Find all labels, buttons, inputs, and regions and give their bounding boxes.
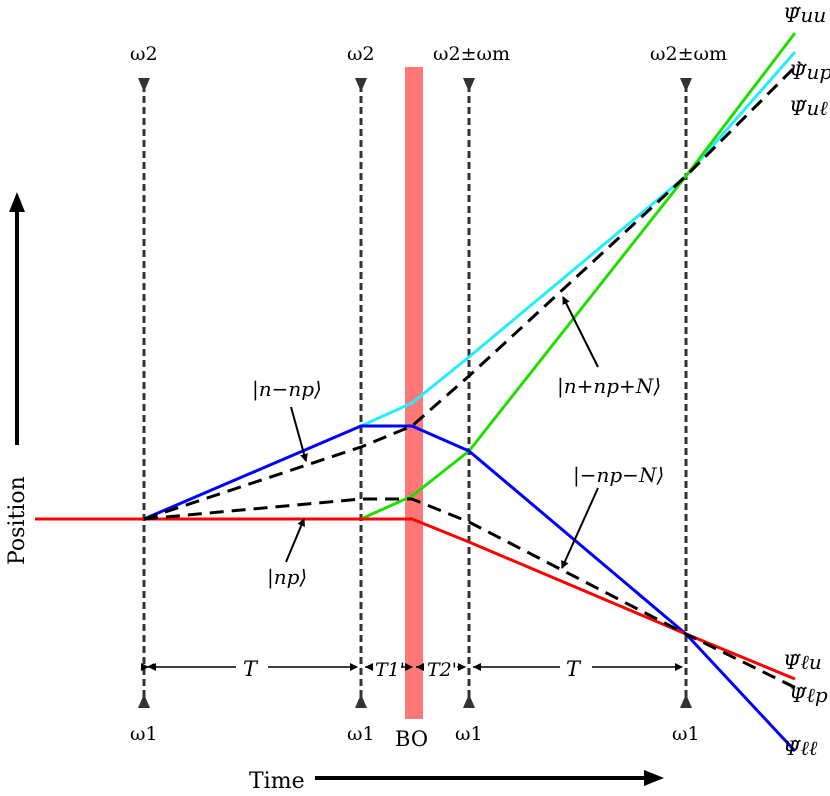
path-dashed-upper xyxy=(143,60,802,521)
bottom-pulse-label-1: ω1 xyxy=(130,723,158,745)
output-label-ll: Ψ̃ℓℓ xyxy=(783,736,818,760)
pointer-minus-np-minus-n xyxy=(561,487,599,569)
top-pulse-label-3: ω2±ωm xyxy=(433,43,510,65)
pulse-arrow-bottom-3 xyxy=(463,694,475,708)
state-label-minus-np-minus-n: |−np−N⟩ xyxy=(573,463,664,488)
y-axis-label: Position xyxy=(5,476,30,565)
output-label-uu: Ψ̃uu xyxy=(783,3,826,27)
pulse-arrow-bottom-2 xyxy=(355,694,367,708)
top-pulse-label-4: ω2±ωm xyxy=(650,43,727,65)
path-cyan xyxy=(360,51,797,428)
bottom-pulse-label-2: ω1 xyxy=(347,723,375,745)
bo-label: BO xyxy=(395,727,428,751)
pointer-n-plus-np-plus-n xyxy=(562,296,599,368)
pulse-arrows-bottom xyxy=(138,694,692,708)
output-label-ul: Ψ̃uℓ xyxy=(789,96,828,120)
top-pulse-label-2: ω2 xyxy=(347,43,375,65)
bottom-pulse-label-4: ω1 xyxy=(672,723,700,745)
pulse-arrow-bottom-4 xyxy=(680,694,692,708)
interval-label-1: T xyxy=(243,657,259,681)
pointer-np xyxy=(285,518,305,563)
pulse-arrows-top xyxy=(138,78,692,92)
state-label-n-plus-np-plus-n: |n+np+N⟩ xyxy=(557,374,661,399)
path-dashed-lower xyxy=(143,497,801,692)
path-red xyxy=(35,517,796,681)
interval-label-4: T xyxy=(566,657,582,681)
pulse-lines xyxy=(142,85,688,702)
output-label-up: Ψ̃up xyxy=(789,60,830,84)
path-blue xyxy=(143,424,797,753)
top-pulse-label-1: ω2 xyxy=(130,43,158,65)
pointer-n-minus-np xyxy=(290,406,308,462)
pulse-arrow-top-2 xyxy=(355,78,367,92)
interval-label-2: T1' xyxy=(375,659,405,681)
output-label-lp: Ψ̃ℓp xyxy=(789,683,828,707)
pulse-arrow-top-1 xyxy=(138,78,150,92)
state-label-np: |np⟩ xyxy=(267,565,307,590)
pulse-arrow-bottom-1 xyxy=(138,694,150,708)
interval-label-3: T2' xyxy=(427,659,457,681)
pulse-arrow-top-4 xyxy=(680,78,692,92)
pulse-arrow-top-3 xyxy=(463,78,475,92)
output-label-lu: Ψ̃ℓu xyxy=(783,650,822,674)
bottom-pulse-label-3: ω1 xyxy=(455,723,483,745)
state-label-n-minus-np: |n−np⟩ xyxy=(252,377,322,402)
bo-band xyxy=(405,67,423,719)
x-axis-label: Time xyxy=(249,769,305,794)
